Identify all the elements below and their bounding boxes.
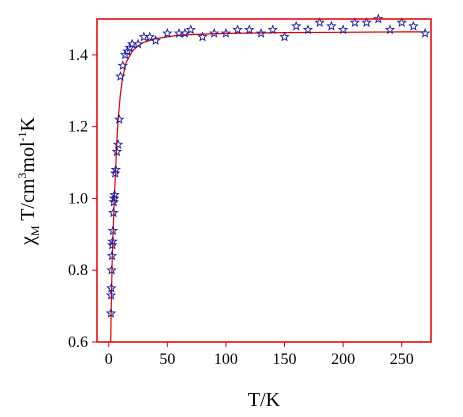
data-point-star	[105, 289, 117, 300]
data-point-star	[107, 239, 118, 250]
fit-line	[110, 31, 426, 342]
data-point-star	[115, 70, 126, 81]
data-point-star	[384, 24, 396, 35]
data-point-star	[419, 27, 431, 38]
data-point-star	[108, 207, 119, 218]
plot-layer	[105, 13, 431, 342]
data-point-star	[197, 31, 208, 42]
data-point-star	[326, 20, 337, 31]
x-tick-label: 50	[159, 351, 175, 368]
y-axis-title: χM T/cm3mol-1K	[15, 116, 42, 246]
data-point-star	[244, 24, 255, 35]
y-tick-label: 0.6	[68, 334, 88, 351]
y-axis-title-sup-minus1: -1	[15, 131, 29, 141]
data-point-star	[179, 27, 191, 38]
data-point-star	[112, 139, 124, 150]
data-point-star	[349, 17, 361, 28]
data-point-star	[255, 27, 267, 38]
data-point-star	[106, 264, 117, 275]
data-point-star	[396, 17, 407, 28]
y-tick-label: 1.4	[68, 47, 88, 64]
data-point-star	[107, 225, 119, 236]
data-point-star	[302, 24, 314, 35]
y-tick-label: 1.0	[68, 190, 88, 207]
data-point-star	[373, 13, 384, 24]
data-point-star	[220, 27, 232, 38]
data-point-star	[267, 24, 278, 35]
data-point-star	[232, 24, 243, 35]
x-tick-label: 150	[273, 351, 297, 368]
data-point-star	[105, 307, 117, 318]
data-point-star	[162, 27, 173, 38]
x-tick-label: 250	[390, 351, 414, 368]
data-point-star	[408, 20, 419, 31]
data-point-star	[117, 60, 128, 71]
y-tick-label: 0.8	[68, 262, 88, 279]
data-point-star	[144, 31, 155, 42]
data-point-star	[106, 250, 118, 261]
y-axis-title-chi: χ	[17, 236, 39, 246]
data-point-star	[150, 35, 161, 45]
plot-frame	[96, 18, 432, 343]
data-point-star	[291, 20, 302, 31]
data-point-star	[109, 189, 120, 200]
data-point-star	[132, 38, 144, 49]
y-axis-title-k: K	[17, 116, 39, 131]
tick-layer: 0 50 100 150 200 250 0.6 0.8 1.0 1.2 1.4	[68, 47, 414, 368]
y-tick-label: 1.2	[68, 119, 88, 136]
x-tick-label: 200	[331, 351, 355, 368]
x-tick-label: 0	[105, 351, 113, 368]
data-point-star	[314, 17, 325, 28]
data-point-star	[111, 146, 123, 157]
x-tick-label: 100	[214, 351, 238, 368]
data-point-star	[279, 31, 290, 42]
data-point-star	[114, 114, 125, 124]
data-point-star	[337, 24, 349, 35]
data-point-star	[109, 192, 120, 203]
data-point-star	[106, 282, 117, 293]
y-axis-title-t: T/cm	[17, 178, 39, 225]
y-axis-title-mol: mol	[17, 141, 39, 173]
data-point-star	[110, 164, 121, 175]
data-point-star	[361, 17, 372, 28]
data-point-star	[107, 236, 118, 246]
data-point-star	[185, 24, 196, 35]
data-point-star	[209, 27, 220, 38]
x-axis-title: T/K	[248, 389, 281, 411]
y-axis-title-sub-m: M	[28, 225, 42, 236]
y-axis-title-sup-3: 3	[15, 173, 29, 179]
